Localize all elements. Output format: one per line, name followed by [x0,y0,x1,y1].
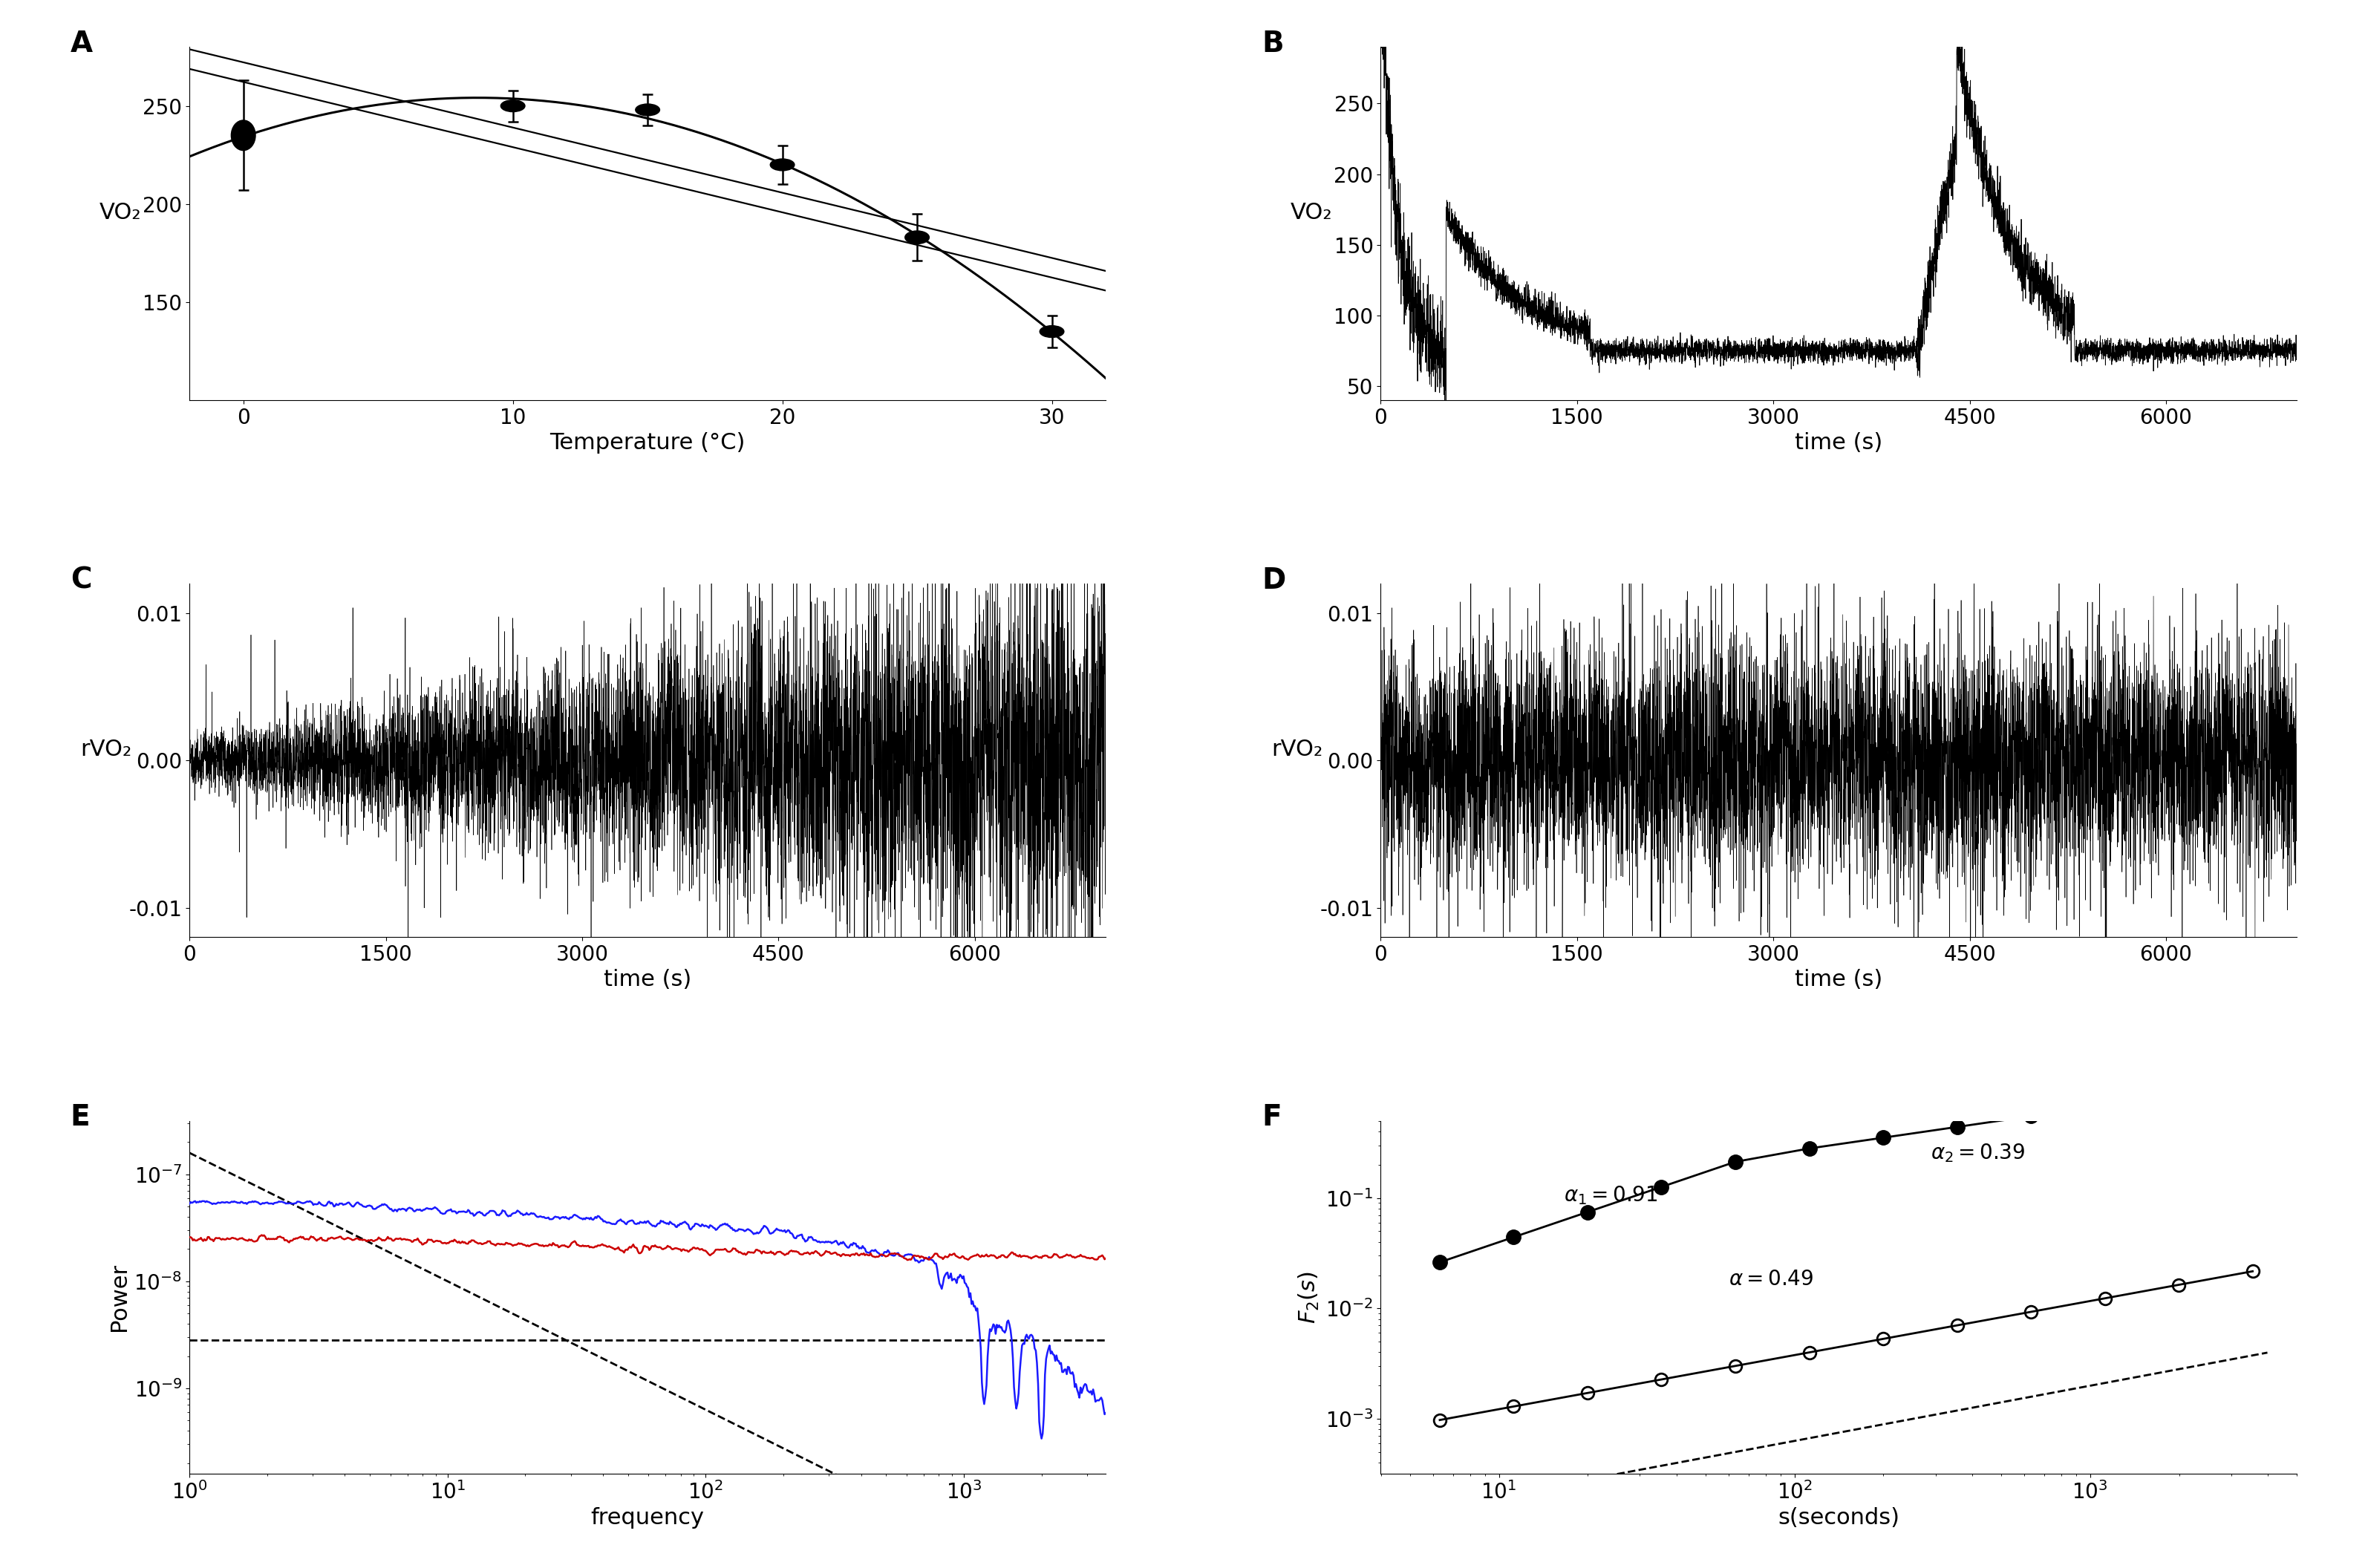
Ellipse shape [635,103,661,116]
Ellipse shape [905,230,928,245]
Y-axis label: VO₂: VO₂ [1291,202,1333,224]
Ellipse shape [1040,326,1063,337]
Y-axis label: Power: Power [109,1264,130,1331]
Y-axis label: rVO₂: rVO₂ [81,739,133,760]
Text: $\alpha_1 = 0.91$: $\alpha_1 = 0.91$ [1563,1184,1658,1206]
X-axis label: s(seconds): s(seconds) [1778,1507,1899,1529]
Y-axis label: VO₂: VO₂ [99,202,142,224]
Text: $\alpha = 0.49$: $\alpha = 0.49$ [1729,1269,1814,1290]
Text: D: D [1262,566,1286,594]
X-axis label: time (s): time (s) [1795,433,1883,453]
X-axis label: time (s): time (s) [604,969,691,991]
Text: E: E [71,1102,90,1131]
Ellipse shape [770,158,796,171]
Text: B: B [1262,30,1283,58]
Text: $\alpha_2 = 0.39$: $\alpha_2 = 0.39$ [1930,1142,2025,1163]
Ellipse shape [500,100,526,111]
X-axis label: frequency: frequency [590,1507,703,1529]
Y-axis label: $F_2(s)$: $F_2(s)$ [1298,1272,1321,1323]
Text: A: A [71,30,92,58]
Text: C: C [71,566,92,594]
X-axis label: Temperature (°C): Temperature (°C) [549,433,746,453]
Y-axis label: rVO₂: rVO₂ [1272,739,1324,760]
Text: F: F [1262,1102,1281,1131]
X-axis label: time (s): time (s) [1795,969,1883,991]
Ellipse shape [232,121,256,151]
